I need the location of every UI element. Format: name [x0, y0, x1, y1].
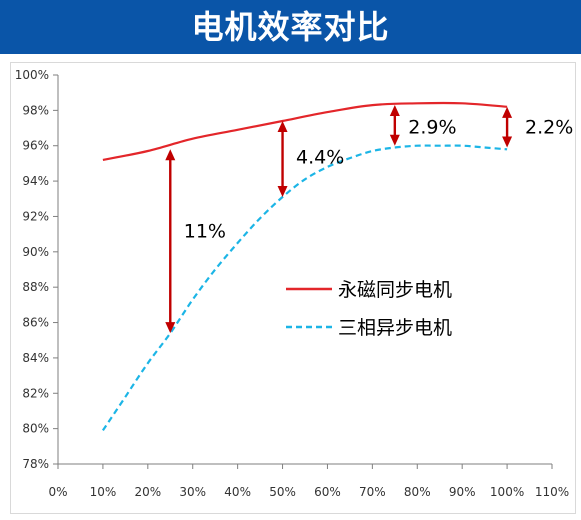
y-tick-label: 92%	[22, 209, 49, 223]
x-tick-label: 50%	[269, 485, 296, 499]
x-tick-label: 110%	[535, 485, 569, 499]
y-tick-label: 86%	[22, 316, 49, 330]
difference-arrow-head-up	[277, 120, 288, 132]
difference-label: 11%	[184, 221, 226, 243]
y-tick-label: 96%	[22, 139, 49, 153]
y-tick-label: 88%	[22, 280, 49, 294]
series-layer	[101, 101, 508, 432]
y-tick-label: 98%	[22, 103, 49, 117]
difference-arrow-head-down	[389, 134, 400, 146]
x-tick-label: 100%	[490, 485, 524, 499]
series-line-pmsm	[102, 101, 508, 161]
y-tick-label: 100%	[15, 68, 49, 82]
x-tick-label: 0%	[48, 485, 67, 499]
difference-arrow-head-up	[502, 106, 513, 118]
difference-label: 4.4%	[296, 146, 344, 168]
difference-arrow-head-down	[165, 322, 176, 334]
y-tick-label: 94%	[22, 174, 49, 188]
legend-label: 三相异步电机	[338, 317, 452, 339]
difference-label: 2.2%	[525, 116, 573, 138]
legend-label: 永磁同步电机	[338, 279, 452, 301]
difference-label: 2.9%	[408, 116, 456, 138]
difference-arrow-head-up	[165, 149, 176, 161]
difference-arrow-head-down	[502, 136, 513, 148]
x-tick-label: 20%	[134, 485, 161, 499]
series-line-induction	[101, 144, 508, 432]
annotation-layer: 11% 4.4% 2.9% 2.2%	[165, 105, 573, 334]
x-tick-label: 70%	[359, 485, 386, 499]
y-tick-label: 78%	[22, 457, 49, 471]
x-tick-label: 90%	[449, 485, 476, 499]
y-tick-label: 84%	[22, 351, 49, 365]
x-tick-label: 40%	[224, 485, 251, 499]
x-tick-label: 30%	[179, 485, 206, 499]
axes: 78% 80% 82% 84% 86% 88% 90% 92% 94% 96% 98% 100% 0% 1…	[15, 68, 569, 499]
title-banner	[0, 0, 581, 54]
y-tick-label: 90%	[22, 245, 49, 259]
chart-title: 电机效率对比	[191, 8, 390, 46]
difference-arrow-head-down	[277, 186, 288, 198]
x-tick-label: 60%	[314, 485, 341, 499]
y-tick-label: 80%	[22, 422, 49, 436]
difference-arrow-head-up	[389, 105, 400, 117]
x-tick-label: 10%	[90, 485, 117, 499]
y-tick-label: 82%	[22, 386, 49, 400]
x-tick-label: 80%	[404, 485, 431, 499]
